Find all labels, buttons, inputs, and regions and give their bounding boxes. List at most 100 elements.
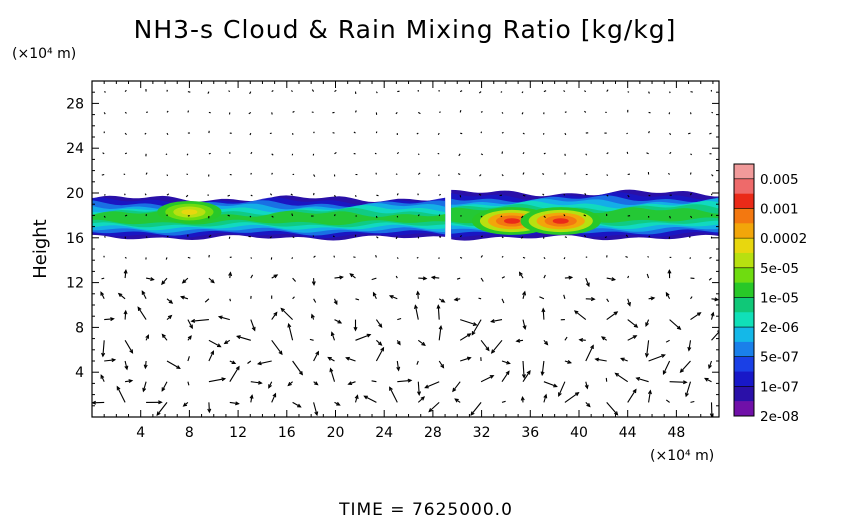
vector-shaft xyxy=(271,90,274,93)
wind-vector xyxy=(124,89,127,92)
vector-shaft xyxy=(501,360,510,365)
vector-head xyxy=(345,356,350,361)
vector-head xyxy=(249,394,254,399)
vector-head xyxy=(327,356,332,361)
wind-vector xyxy=(478,193,482,196)
vector-head xyxy=(189,324,193,330)
vector-shaft xyxy=(543,394,547,403)
wind-vector xyxy=(690,153,693,156)
wind-vector xyxy=(665,399,670,403)
vector-shaft xyxy=(668,236,671,240)
wind-vector xyxy=(355,333,372,341)
wind-vector xyxy=(280,307,293,320)
vector-shaft xyxy=(334,89,337,93)
vector-shaft xyxy=(459,110,462,113)
wind-vector xyxy=(354,110,357,113)
colorbar-swatch xyxy=(734,282,754,298)
wind-vector xyxy=(439,236,442,238)
vector-shaft xyxy=(161,381,168,392)
vector-head xyxy=(421,341,426,347)
vector-shaft xyxy=(709,256,712,259)
wind-vector xyxy=(333,214,336,217)
vector-shaft xyxy=(563,90,566,93)
vector-head xyxy=(472,322,478,326)
wind-vector xyxy=(501,360,511,365)
wind-vector xyxy=(452,381,461,393)
wind-vector xyxy=(125,379,134,384)
vector-head xyxy=(353,326,358,332)
vector-head xyxy=(611,277,617,282)
wind-vector xyxy=(460,319,478,326)
wind-vector xyxy=(208,277,215,284)
vector-head xyxy=(117,292,123,298)
wind-vector xyxy=(124,340,134,354)
vector-head xyxy=(428,408,433,413)
wind-vector xyxy=(424,381,440,389)
vector-shaft xyxy=(501,151,504,154)
wind-vector xyxy=(101,340,106,358)
x-tick-label: 12 xyxy=(229,425,247,441)
vector-head xyxy=(515,338,521,343)
vector-head xyxy=(221,377,227,382)
vector-shaft xyxy=(689,112,692,115)
wind-vector xyxy=(161,277,168,286)
vector-shaft xyxy=(668,172,670,175)
wind-vector xyxy=(437,132,440,136)
x-tick-label: 4 xyxy=(136,425,145,441)
vector-shaft xyxy=(669,91,671,94)
wind-vector xyxy=(186,153,189,156)
wind-vector xyxy=(186,173,189,176)
wind-vector xyxy=(334,275,344,280)
wind-vector xyxy=(92,400,105,405)
vector-shaft xyxy=(438,174,440,177)
vector-shaft xyxy=(564,392,579,403)
vector-head xyxy=(217,315,223,320)
vector-shaft xyxy=(564,236,568,239)
wind-vector xyxy=(606,89,609,92)
wind-vector xyxy=(585,344,594,362)
vector-head xyxy=(366,333,372,338)
vector-shaft xyxy=(101,173,105,176)
wind-vector xyxy=(287,381,293,387)
x-tick-label: 40 xyxy=(570,425,588,441)
vector-shaft xyxy=(689,257,692,260)
wind-vector xyxy=(614,372,629,383)
vector-shaft xyxy=(334,194,336,198)
vector-shaft xyxy=(501,112,504,114)
colorbar-label: 0.0002 xyxy=(760,231,807,247)
vector-head xyxy=(543,393,548,399)
wind-vector xyxy=(229,401,240,406)
wind-vector xyxy=(396,340,401,346)
cloud-peak xyxy=(157,200,222,224)
vector-head xyxy=(349,273,354,278)
vector-head xyxy=(647,389,652,395)
wind-vector xyxy=(145,172,148,175)
vector-shaft xyxy=(104,194,106,196)
wind-vector xyxy=(165,153,168,156)
vector-shaft xyxy=(395,275,398,279)
vector-shaft xyxy=(104,318,114,321)
wind-vector xyxy=(543,381,558,388)
vector-shaft xyxy=(501,400,506,403)
wind-vector xyxy=(645,319,650,327)
wind-vector xyxy=(166,193,170,196)
vector-shaft xyxy=(142,381,147,392)
y-axis-label: Height xyxy=(30,219,51,279)
vector-head xyxy=(363,395,368,400)
wind-vector xyxy=(521,91,524,94)
vector-shaft xyxy=(104,359,115,362)
vector-shaft xyxy=(208,351,214,362)
vector-shaft xyxy=(585,277,590,287)
cloud-peak xyxy=(520,207,601,235)
wind-vector xyxy=(166,110,169,113)
vector-head xyxy=(161,387,166,392)
vector-head xyxy=(506,360,511,365)
vector-shaft xyxy=(124,236,127,239)
vector-shaft xyxy=(665,399,670,403)
vector-shaft xyxy=(353,131,356,134)
vector-head xyxy=(417,391,422,396)
vector-shaft xyxy=(186,153,189,156)
wind-vector xyxy=(363,395,377,403)
vector-shaft xyxy=(332,132,335,134)
vector-shaft xyxy=(626,132,628,135)
